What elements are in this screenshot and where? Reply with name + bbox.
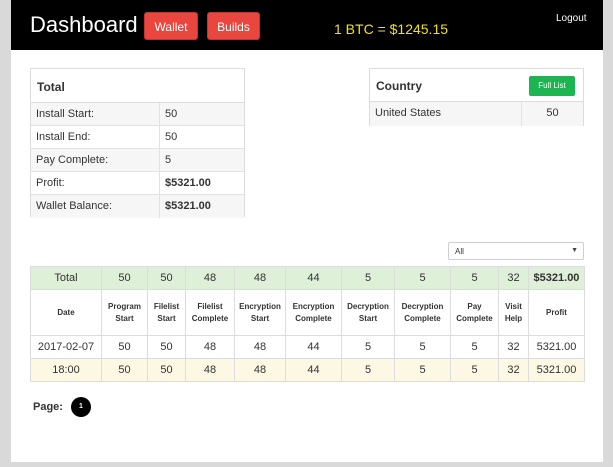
table-cell: 50 xyxy=(101,358,148,382)
top-navbar: Dashboard Wallet Builds 1 BTC = $1245.15… xyxy=(11,0,603,50)
table-cell: 48 xyxy=(234,335,286,359)
total-cell: 48 xyxy=(234,266,286,290)
table-cell: 44 xyxy=(285,358,342,382)
row-label: Install Start: xyxy=(31,103,160,125)
header-decryption-start: Decryption Start xyxy=(341,289,395,336)
country-count: 50 xyxy=(546,107,559,119)
total-row: Total 50 50 48 48 44 5 5 5 32 $5321.00 xyxy=(30,266,585,290)
table-cell: 5321.00 xyxy=(528,358,585,382)
header-program-start: Program Start xyxy=(101,289,148,336)
table-cell: 48 xyxy=(185,358,235,382)
row-label: Install End: xyxy=(31,126,160,148)
stats-table: Total 50 50 48 48 44 5 5 5 32 $5321.00 D… xyxy=(30,266,585,382)
total-cell: 32 xyxy=(498,266,529,290)
country-row: United States 50 xyxy=(370,102,583,126)
pagination-label: Page: xyxy=(33,401,63,413)
row-label: Wallet Balance: xyxy=(31,195,160,218)
header-visit-help: Visit Help xyxy=(498,289,529,336)
header-encryption-start: Encryption Start xyxy=(234,289,286,336)
total-panel-body: Install Start: 50 Install End: 50 Pay Co… xyxy=(31,103,244,218)
install-start-row: Install Start: 50 xyxy=(31,103,244,126)
row-label: Profit: xyxy=(31,172,160,194)
header-filelist-start: Filelist Start xyxy=(147,289,186,336)
total-cell: 48 xyxy=(185,266,235,290)
pay-complete-row: Pay Complete: 5 xyxy=(31,149,244,172)
country-name: United States xyxy=(370,102,522,126)
table-cell: 5321.00 xyxy=(528,335,585,359)
table-header-row: Date Program Start Filelist Start Filelist… xyxy=(30,289,585,336)
table-cell: 44 xyxy=(285,335,342,359)
dashboard-page: Dashboard Wallet Builds 1 BTC = $1245.15… xyxy=(11,0,603,462)
total-panel: Total Install Start: 50 Install End: 50 … xyxy=(30,68,245,218)
header-profit: Profit xyxy=(528,289,585,336)
logout-link[interactable]: Logout xyxy=(556,13,587,24)
wallet-button[interactable]: Wallet xyxy=(144,12,198,40)
row-value: 5 xyxy=(165,154,172,166)
row-value: $5321.00 xyxy=(165,177,211,189)
filter-select[interactable]: All ▼ xyxy=(448,242,584,260)
row-value: 50 xyxy=(165,131,178,143)
table-cell: 5 xyxy=(394,335,451,359)
table-cell: 5 xyxy=(394,358,451,382)
header-decryption-complete: Decryption Complete xyxy=(394,289,451,336)
country-panel-title: Country xyxy=(370,69,583,102)
table-cell: 50 xyxy=(147,358,186,382)
total-cell: 5 xyxy=(394,266,451,290)
total-cell: 5 xyxy=(450,266,499,290)
filter-selected-value: All xyxy=(455,247,464,256)
full-list-button[interactable]: Full List xyxy=(529,76,575,96)
total-cell: 44 xyxy=(285,266,342,290)
total-cell: 5 xyxy=(341,266,395,290)
table-cell: 5 xyxy=(341,335,395,359)
wallet-balance-row: Wallet Balance: $5321.00 xyxy=(31,195,244,218)
table-row[interactable]: 2017-02-07 50 50 48 48 44 5 5 5 32 5321.… xyxy=(30,335,585,359)
total-panel-title: Total xyxy=(31,69,244,103)
row-label: Pay Complete: xyxy=(31,149,160,171)
table-cell: 48 xyxy=(234,358,286,382)
table-cell: 50 xyxy=(101,335,148,359)
table-cell: 5 xyxy=(450,358,499,382)
table-cell: 18:00 xyxy=(30,358,102,382)
header-encryption-complete: Encryption Complete xyxy=(285,289,342,336)
row-value: 50 xyxy=(165,108,178,120)
header-filelist-complete: Filelist Complete xyxy=(185,289,235,336)
header-date: Date xyxy=(30,289,102,336)
table-cell: 32 xyxy=(498,335,529,359)
header-pay-complete: Pay Complete xyxy=(450,289,499,336)
row-value: $5321.00 xyxy=(165,200,211,212)
table-row-hour: 18:00 50 50 48 48 44 5 5 5 32 5321.00 xyxy=(30,358,585,382)
table-cell: 5 xyxy=(450,335,499,359)
page-1-button[interactable]: 1 xyxy=(71,397,91,417)
btc-rate: 1 BTC = $1245.15 xyxy=(334,21,449,37)
total-cell: 50 xyxy=(147,266,186,290)
install-end-row: Install End: 50 xyxy=(31,126,244,149)
table-cell: 48 xyxy=(185,335,235,359)
table-cell: 32 xyxy=(498,358,529,382)
profit-row: Profit: $5321.00 xyxy=(31,172,244,195)
table-cell: 50 xyxy=(147,335,186,359)
total-cell: 50 xyxy=(101,266,148,290)
caret-down-icon: ▼ xyxy=(571,247,578,254)
builds-button[interactable]: Builds xyxy=(207,12,260,40)
table-cell: 2017-02-07 xyxy=(30,335,102,359)
total-cell: Total xyxy=(30,266,102,290)
total-profit-cell: $5321.00 xyxy=(528,266,585,290)
app-title[interactable]: Dashboard xyxy=(30,12,138,37)
country-panel: Country Full List United States 50 xyxy=(369,68,584,126)
table-cell: 5 xyxy=(341,358,395,382)
